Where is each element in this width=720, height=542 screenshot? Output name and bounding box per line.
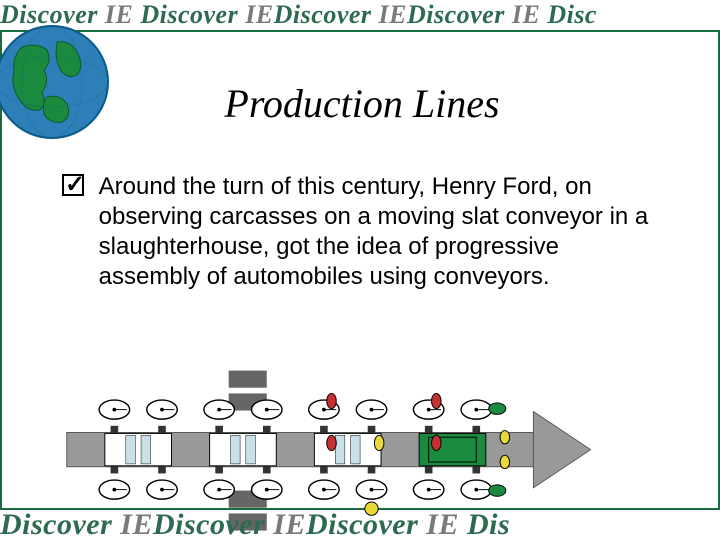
body-content: Around the turn of this century, Henry F… <box>99 172 659 292</box>
banner-bottom-text: Discover IEDiscover IEDiscover IE Dis <box>0 510 510 540</box>
banner-bottom: Discover IEDiscover IEDiscover IE Dis <box>0 510 720 540</box>
checkbox-bullet-icon <box>62 174 84 196</box>
body-text-block: Around the turn of this century, Henry F… <box>62 172 672 292</box>
globe-icon <box>0 22 112 142</box>
content-frame: Production Lines Around the turn of this… <box>0 30 720 510</box>
